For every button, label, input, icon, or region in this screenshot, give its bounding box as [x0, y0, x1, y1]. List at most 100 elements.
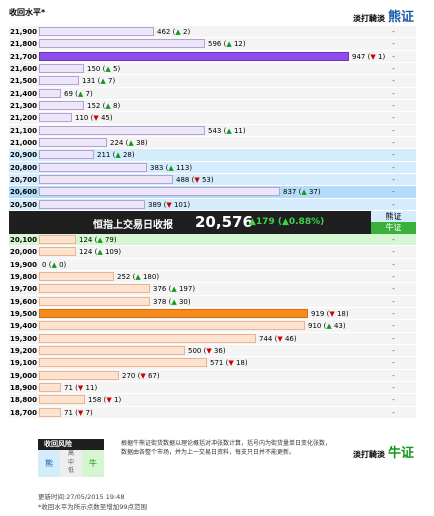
bear-volume-bar	[39, 100, 84, 110]
bull-volume-bar	[39, 234, 76, 244]
volume-count: 383	[150, 163, 164, 172]
bear-section: 21,900 462 (▲ 2) - 21,800 596 (▲ 12) - 21,700 9…	[9, 26, 416, 211]
bull-volume-bar	[39, 345, 185, 355]
volume-value: 910 (▲ 43)	[308, 322, 346, 331]
volume-value: 69 (▲ 7)	[64, 89, 93, 98]
level-label: 21,900	[10, 28, 38, 36]
bar-cell: 947 (▼ 1)	[39, 51, 385, 62]
volume-value: 71 (▼ 11)	[64, 383, 98, 392]
bull-volume-bar	[39, 370, 119, 380]
volume-value: 124 (▲ 109)	[79, 248, 122, 257]
bar-cell: 71 (▼ 11)	[39, 382, 371, 393]
volume-value: 270 (▼ 67)	[122, 371, 160, 380]
bar-cell: 389 (▼ 101)	[39, 199, 371, 210]
volume-value: 152 (▲ 8)	[87, 101, 121, 110]
risk-mark: -	[392, 175, 395, 184]
level-label: 21,600	[10, 64, 38, 73]
bar-cell: 224 (▲ 38)	[39, 137, 371, 148]
volume-value: 131 (▲ 7)	[82, 77, 116, 86]
volume-value: 71 (▼ 7)	[64, 408, 93, 417]
risk-mark: -	[392, 285, 395, 294]
bar-cell: 488 (▼ 53)	[39, 174, 371, 185]
risk-mark: -	[392, 297, 395, 306]
volume-change: 18	[336, 309, 346, 318]
bar-cell: 378 (▲ 30)	[39, 296, 371, 307]
volume-value: 500 (▼ 36)	[188, 346, 226, 355]
bull-section: 20,100 124 (▲ 79) -20,000 124 (▲ 109) -19,90…	[9, 233, 416, 419]
risk-mark: -	[392, 396, 395, 405]
bar-cell: 152 (▲ 8)	[39, 100, 371, 111]
risk-mark: -	[392, 359, 395, 368]
risk-mark: -	[392, 248, 395, 257]
bear-row: 20,900 211 (▲ 28) -	[9, 149, 416, 162]
bear-tab-prefix[interactable]: 淡打騎淡	[352, 14, 385, 23]
volume-count: 389	[148, 200, 162, 209]
bear-tab-label[interactable]: 熊证	[387, 10, 414, 25]
up-arrow-icon: ▲	[175, 28, 181, 36]
risk-mark: -	[392, 163, 395, 172]
volume-change: 8	[112, 101, 118, 110]
volume-count: 124	[79, 235, 93, 244]
up-arrow-icon: ▲	[226, 40, 232, 49]
update-time: 更新时间:27/05/2015 19:48	[38, 493, 125, 501]
level-label: 19,200	[10, 346, 38, 355]
volume-count: 69	[64, 89, 73, 98]
bear-row: 20,800 383 (▲ 113) -	[9, 161, 416, 174]
bar-cell: 150 (▲ 5)	[39, 63, 371, 74]
risk-mark: -	[392, 101, 395, 110]
down-arrow-icon: ▼	[228, 359, 234, 368]
level-label: 19,500	[10, 309, 38, 318]
level-label: 21,200	[10, 114, 38, 123]
volume-value: 378 (▲ 30)	[153, 297, 191, 306]
level-label: 21,800	[10, 40, 38, 49]
bear-tab[interactable]: 淡打騎淡 熊证	[353, 6, 414, 25]
volume-change: 7	[107, 77, 113, 86]
level-label: 20,500	[10, 200, 38, 209]
volume-change: 36	[213, 346, 223, 355]
bear-row: 21,900 462 (▲ 2) -	[9, 26, 416, 39]
volume-count: 571	[210, 359, 224, 368]
risk-mark: -	[392, 77, 395, 86]
volume-value: 383 (▲ 113)	[150, 163, 193, 172]
volume-change: 11	[233, 126, 243, 135]
bull-volume-bar	[39, 321, 305, 331]
down-arrow-icon: ▼	[206, 346, 212, 355]
volume-count: 211	[97, 151, 111, 160]
closing-change: ▲179 (▲0.88%)	[249, 216, 325, 227]
risk-mark: -	[392, 114, 395, 123]
volume-change: 113	[175, 163, 190, 172]
volume-count: 947	[352, 52, 366, 61]
volume-change: 67	[147, 371, 157, 380]
bull-tab-prefix[interactable]: 淡打騎淡	[352, 450, 385, 459]
side-bear-label: 熊证	[371, 210, 416, 223]
level-label: 20,100	[10, 235, 38, 244]
up-arrow-icon: ▲	[51, 260, 57, 269]
level-label: 21,300	[10, 101, 38, 110]
bar-cell: 462 (▲ 2)	[39, 26, 371, 37]
bear-row: 21,600 150 (▲ 5) -	[9, 62, 416, 76]
footnote: *收回水平为所示点数至增加99点范围	[38, 503, 148, 511]
volume-change: 7	[85, 408, 90, 417]
bar-cell: 596 (▲ 12)	[39, 38, 371, 49]
bull-volume-bar	[39, 308, 308, 318]
bull-tab[interactable]: 淡打騎淡 牛证	[353, 442, 414, 461]
volume-count: 131	[82, 77, 96, 86]
up-arrow-icon: ▲	[128, 138, 134, 147]
volume-count: 110	[75, 114, 89, 123]
volume-count: 152	[87, 101, 101, 110]
bear-row: 21,800 596 (▲ 12) -	[9, 38, 416, 51]
risk-mark: -	[392, 272, 395, 281]
bull-volume-bar	[39, 358, 207, 368]
up-arrow-icon: ▲	[171, 297, 177, 306]
bear-row: 21,200 110 (▼ 45) -	[9, 112, 416, 125]
bear-volume-bar	[39, 137, 107, 147]
level-label: 19,700	[10, 285, 38, 294]
bear-volume-bar	[39, 63, 84, 73]
bull-volume-bar	[39, 333, 256, 343]
bull-tab-label[interactable]: 牛证	[387, 446, 414, 461]
down-arrow-icon: ▼	[277, 334, 283, 343]
volume-count: 596	[208, 40, 222, 49]
bull-volume-bar	[39, 247, 76, 257]
risk-mark: -	[392, 322, 395, 331]
bear-row: 21,100 543 (▲ 11) -	[9, 124, 416, 137]
